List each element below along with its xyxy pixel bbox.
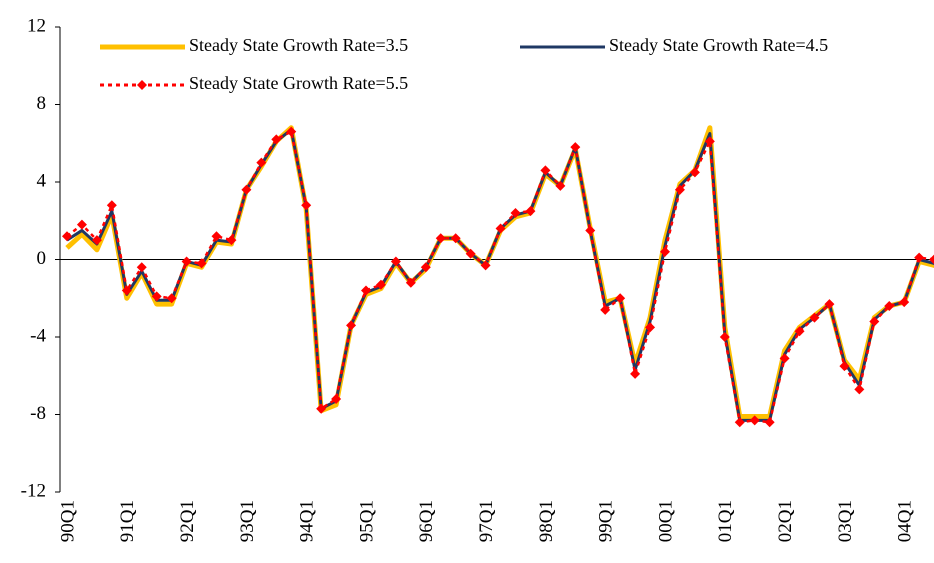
marker [899,297,910,308]
marker [390,256,401,267]
x-tick-label: 99Q1 [596,500,617,542]
axes: -12 -8 -4 0 4 8 12 90Q1 91Q1 92Q1 93Q1 94Q1 95Q1 96Q1… [21,15,934,542]
marker [600,304,611,315]
marker [555,180,566,191]
marker [450,233,461,244]
marker [809,312,820,323]
legend-label: Steady State Growth Rate=3.5 [189,35,408,55]
marker [585,225,596,236]
marker [346,320,357,331]
marker [465,248,476,259]
marker [106,200,117,211]
x-tick-label: 93Q1 [237,500,258,542]
marker [435,233,446,244]
marker [211,231,222,242]
legend-label: Steady State Growth Rate=4.5 [609,35,828,55]
marker [510,208,521,218]
marker [405,277,416,288]
marker [824,299,835,310]
x-tick-label: 03Q1 [835,500,856,542]
marker [794,326,805,337]
marker [525,206,536,217]
marker [764,417,775,428]
marker [719,332,730,342]
x-tick-label: 04Q1 [895,500,916,542]
marker [914,252,925,263]
marker [286,126,297,137]
marker [704,136,715,147]
marker [62,231,72,242]
marker [540,165,551,176]
marker [256,157,267,168]
y-tick-label: 4 [37,170,47,191]
marker [929,254,934,265]
marker [151,291,162,302]
marker [570,142,581,153]
marker [660,246,670,257]
marker [495,223,506,234]
marker [630,368,641,379]
y-tick-label: -4 [30,325,46,346]
y-tick-label: -12 [21,480,46,501]
marker [91,235,102,246]
marker [136,262,147,273]
legend: Steady State Growth Rate=3.5 Steady State… [100,35,828,93]
marker [779,353,790,364]
marker [226,235,237,246]
marker [271,134,282,145]
marker [420,262,431,273]
x-tick-label: 02Q1 [775,500,796,542]
x-tick-label: 97Q1 [476,500,497,542]
marker [196,258,207,269]
marker [121,285,132,296]
series-line [66,130,934,424]
x-tick-label: 92Q1 [177,500,198,542]
series-line [66,128,934,422]
marker [674,184,685,195]
y-tick-label: -8 [30,403,46,424]
x-tick-label: 01Q1 [715,500,736,542]
marker [854,384,865,395]
legend-label: Steady State Growth Rate=5.5 [189,73,408,93]
x-tick-label: 00Q1 [655,500,676,542]
marker [375,279,386,290]
marker [689,167,700,178]
marker [301,200,312,211]
marker [480,260,491,271]
x-tick-label: 94Q1 [297,500,318,542]
x-tick-label: 90Q1 [57,500,78,542]
marker [749,415,760,426]
marker [361,285,371,296]
x-tick-label: 98Q1 [536,500,557,542]
marker [645,322,656,333]
marker [166,293,177,304]
y-tick-label: 0 [37,248,47,269]
marker [734,417,745,428]
x-tick-label: 95Q1 [356,500,377,542]
y-tick-label: 8 [37,93,47,114]
marker [76,219,87,230]
x-tick-label: 91Q1 [117,500,138,542]
plot-area [62,125,934,428]
series-line [65,125,934,419]
y-tick-label: 12 [27,15,46,36]
marker [331,394,342,404]
x-tick-label: 96Q1 [416,500,437,542]
legend-marker [137,80,147,90]
marker [839,361,850,372]
marker [869,316,880,327]
marker [181,256,192,267]
marker [884,301,895,311]
marker [241,184,252,195]
marker [615,293,626,304]
marker [316,403,327,414]
